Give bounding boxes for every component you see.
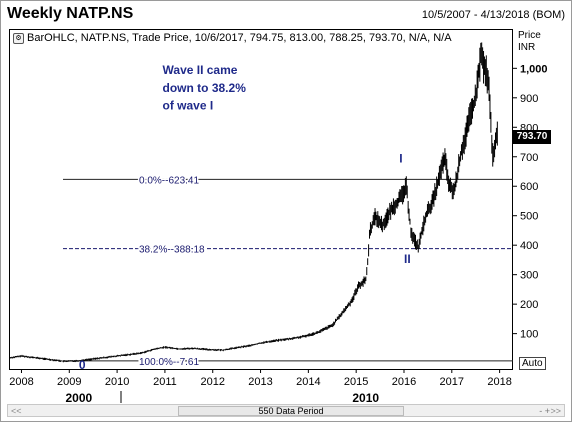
y-tick-label: 400 [520, 240, 538, 252]
fib-label: 38.2%--388.18 [139, 245, 205, 256]
gear-icon[interactable]: ⚙ [13, 33, 24, 44]
annotation: 0 [79, 358, 86, 372]
x-tick-label: 2015 [344, 376, 368, 388]
time-scrollbar[interactable]: << 550 Data Period - + >> [7, 404, 565, 417]
zoom-controls[interactable]: - + [539, 406, 550, 416]
x-tick-label: 2012 [200, 376, 224, 388]
series-legend: BarOHLC, NATP.NS, Trade Price, 10/6/2017… [27, 32, 452, 44]
scroll-left-icon[interactable]: << [11, 406, 22, 416]
y-tick-label: 900 [520, 93, 538, 105]
y-tick-label: 700 [520, 152, 538, 164]
chart-title: Weekly NATP.NS [7, 5, 134, 22]
fib-label: 0.0%--623.41 [139, 175, 199, 186]
y-tick-label: 500 [520, 211, 538, 223]
x-tick-label: 2008 [9, 376, 33, 388]
zoom-out-icon[interactable]: - [539, 406, 543, 416]
price-series [9, 42, 498, 363]
auto-scale-button[interactable]: Auto [519, 357, 546, 370]
y-tick-label: 200 [520, 299, 538, 311]
x-tick-label: 2017 [440, 376, 464, 388]
x-tick-label: 2013 [248, 376, 272, 388]
scroll-right-icon[interactable]: >> [550, 406, 561, 416]
scroll-thumb[interactable]: 550 Data Period [178, 406, 404, 416]
y-axis-title-price: Price [518, 30, 541, 41]
annotation: of wave I [163, 99, 214, 113]
fib-label: 100.0%--7.61 [139, 357, 199, 368]
y-tick-label: 300 [520, 270, 538, 282]
x-axis-ticks: 2008 2009 2010 2011 2012 2013 2014 2015 2016 2017… [9, 369, 512, 405]
current-price-label: 793.70 [513, 130, 551, 144]
x-lower-label: 2000 [66, 391, 93, 405]
y-tick-label: 100 [520, 329, 538, 341]
zoom-in-icon[interactable]: + [544, 406, 550, 416]
y-axis-title: Price INR [518, 30, 541, 54]
x-tick-label: 2014 [296, 376, 320, 388]
x-tick-label: 2016 [392, 376, 416, 388]
annotation: I [399, 152, 402, 166]
x-tick-label: 2018 [487, 376, 511, 388]
annotation: down to 38.2% [163, 81, 247, 95]
x-tick-label: 2011 [153, 376, 177, 388]
y-tick-label: 600 [520, 181, 538, 193]
y-tick-label: 1,000 [520, 63, 548, 75]
x-lower-label: 2010 [352, 391, 379, 405]
y-axis-title-unit: INR [518, 42, 536, 53]
plot-area[interactable] [9, 29, 513, 370]
date-range: 10/5/2007 - 4/13/2018 (BOM) [421, 9, 565, 21]
annotation: Wave II came [163, 63, 238, 77]
x-tick-label: 2010 [105, 376, 129, 388]
annotation: II [404, 252, 411, 266]
x-tick-label: 2009 [57, 376, 81, 388]
